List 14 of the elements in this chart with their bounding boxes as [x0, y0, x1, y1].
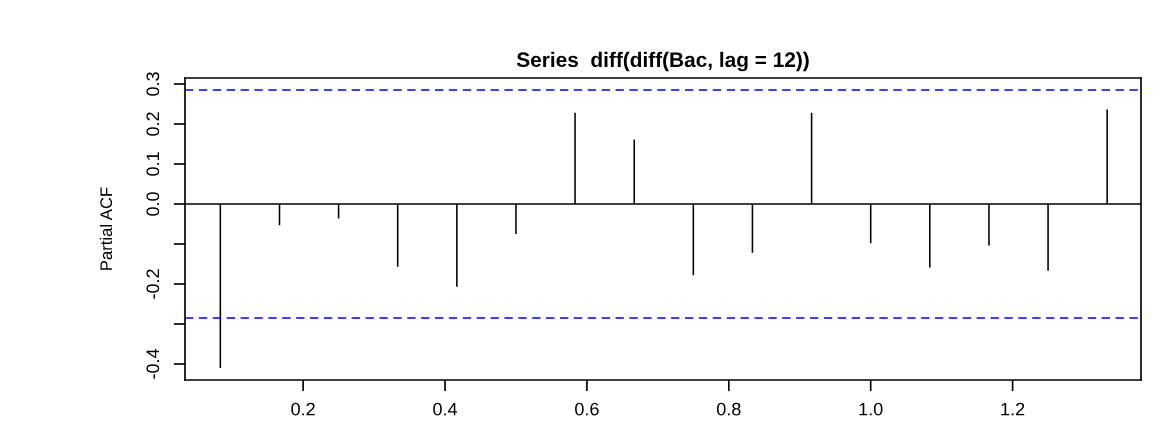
x-tick-label: 0.4 [433, 402, 458, 416]
x-tick-label: 0.2 [291, 402, 315, 416]
x-tick-label: 1.2 [1001, 402, 1025, 416]
y-tick-label: 0.2 [146, 112, 160, 136]
y-tick-label: -0.4 [146, 348, 160, 379]
x-tick-label: 0.6 [575, 402, 599, 416]
chart-title: Series diff(diff(Bac, lag = 12)) [516, 51, 809, 72]
y-axis-title: Partial ACF [99, 187, 113, 270]
y-tick-label: 0.1 [146, 152, 160, 176]
x-tick-label: 1.0 [859, 402, 883, 416]
y-tick-label: 0.0 [146, 192, 160, 216]
x-tick-label: 0.8 [716, 402, 741, 416]
y-tick-label: -0.2 [146, 269, 160, 299]
y-tick-label: 0.3 [146, 72, 160, 96]
